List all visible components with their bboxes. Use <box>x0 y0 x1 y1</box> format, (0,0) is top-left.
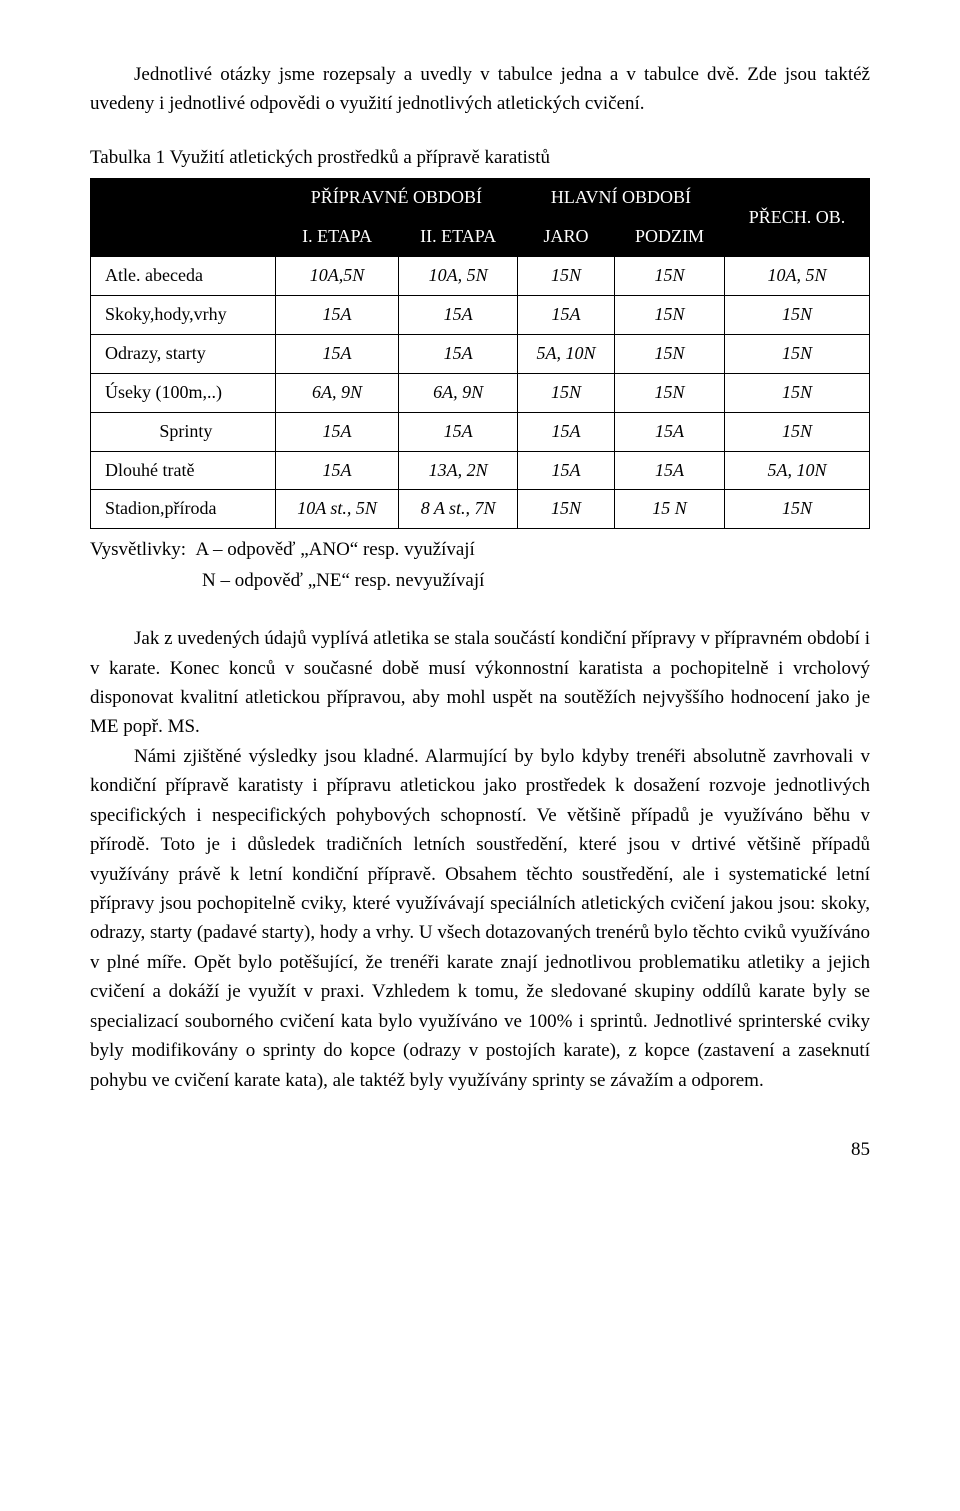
header-etapa1: I. ETAPA <box>275 218 399 257</box>
cell: 15A <box>615 451 725 490</box>
legend-line-2: N – odpověď „NE“ resp. nevyužívají <box>90 566 870 596</box>
table-row: Skoky,hody,vrhy 15A 15A 15A 15N 15N <box>91 295 870 334</box>
cell: 8 A st., 7N <box>399 490 518 529</box>
cell: 10A,5N <box>275 257 399 296</box>
row-label: Skoky,hody,vrhy <box>91 295 276 334</box>
cell: 15A <box>399 295 518 334</box>
header-podzim: PODZIM <box>615 218 725 257</box>
row-label: Odrazy, starty <box>91 334 276 373</box>
cell: 15A <box>615 412 725 451</box>
cell: 15N <box>615 295 725 334</box>
table-row: Odrazy, starty 15A 15A 5A, 10N 15N 15N <box>91 334 870 373</box>
cell: 10A, 5N <box>724 257 869 296</box>
table-legend: Vysvětlivky: A – odpověď „ANO“ resp. vyu… <box>90 535 870 596</box>
table-row: Úseky (100m,..) 6A, 9N 6A, 9N 15N 15N 15… <box>91 373 870 412</box>
table-row: Atle. abeceda 10A,5N 10A, 5N 15N 15N 10A… <box>91 257 870 296</box>
cell: 15A <box>275 334 399 373</box>
cell: 13A, 2N <box>399 451 518 490</box>
table-header-row-1: PŘÍPRAVNÉ OBDOBÍ HLAVNÍ OBDOBÍ PŘECH. OB… <box>91 179 870 218</box>
cell: 15 N <box>615 490 725 529</box>
header-hlavni: HLAVNÍ OBDOBÍ <box>517 179 724 218</box>
row-label: Úseky (100m,..) <box>91 373 276 412</box>
cell: 15N <box>724 373 869 412</box>
body-paragraph-2: Námi zjištěné výsledky jsou kladné. Alar… <box>90 742 870 1095</box>
cell: 15N <box>724 334 869 373</box>
cell: 15N <box>615 257 725 296</box>
header-prech: PŘECH. OB. <box>724 179 869 257</box>
table-row: Stadion,příroda 10A st., 5N 8 A st., 7N … <box>91 490 870 529</box>
cell: 15N <box>724 490 869 529</box>
cell: 10A st., 5N <box>275 490 399 529</box>
cell: 15A <box>275 451 399 490</box>
page-number: 85 <box>90 1135 870 1164</box>
cell: 15N <box>517 373 614 412</box>
cell: 15N <box>517 257 614 296</box>
body-paragraph-1: Jak z uvedených údajů vyplívá atletika s… <box>90 624 870 742</box>
cell: 15A <box>517 412 614 451</box>
cell: 15A <box>399 412 518 451</box>
row-label: Dlouhé tratě <box>91 451 276 490</box>
header-jaro: JARO <box>517 218 614 257</box>
header-blank <box>91 179 276 257</box>
cell: 15A <box>399 334 518 373</box>
cell: 15A <box>517 295 614 334</box>
header-pripravne: PŘÍPRAVNÉ OBDOBÍ <box>275 179 517 218</box>
cell: 5A, 10N <box>724 451 869 490</box>
body-text: Jak z uvedených údajů vyplívá atletika s… <box>90 624 870 1095</box>
cell: 15A <box>275 412 399 451</box>
cell: 15A <box>517 451 614 490</box>
row-label: Sprinty <box>91 412 276 451</box>
table-row: Sprinty 15A 15A 15A 15A 15N <box>91 412 870 451</box>
legend-line-1: Vysvětlivky: A – odpověď „ANO“ resp. vyu… <box>90 535 870 565</box>
cell: 5A, 10N <box>517 334 614 373</box>
row-label: Atle. abeceda <box>91 257 276 296</box>
cell: 15N <box>615 334 725 373</box>
cell: 10A, 5N <box>399 257 518 296</box>
cell: 6A, 9N <box>399 373 518 412</box>
row-label: Stadion,příroda <box>91 490 276 529</box>
cell: 15N <box>517 490 614 529</box>
cell: 15N <box>615 373 725 412</box>
cell: 6A, 9N <box>275 373 399 412</box>
cell: 15N <box>724 412 869 451</box>
table-row: Dlouhé tratě 15A 13A, 2N 15A 15A 5A, 10N <box>91 451 870 490</box>
data-table: PŘÍPRAVNÉ OBDOBÍ HLAVNÍ OBDOBÍ PŘECH. OB… <box>90 178 870 529</box>
cell: 15A <box>275 295 399 334</box>
cell: 15N <box>724 295 869 334</box>
header-etapa2: II. ETAPA <box>399 218 518 257</box>
table-caption: Tabulka 1 Využití atletických prostředků… <box>90 143 870 172</box>
intro-paragraph: Jednotlivé otázky jsme rozepsaly a uvedl… <box>90 60 870 119</box>
